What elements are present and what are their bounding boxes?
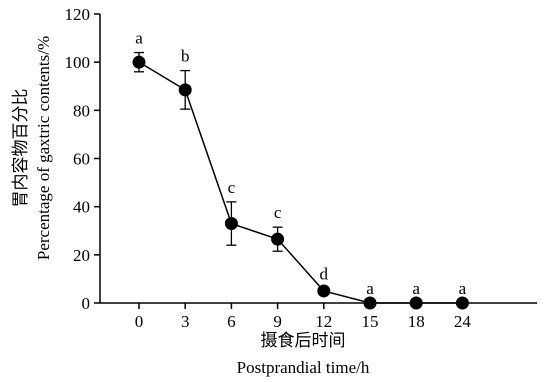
y-tick-label: 100 [65,53,91,72]
x-tick-label: 15 [362,312,379,331]
significance-label: a [135,29,143,48]
x-tick-label: 18 [408,312,425,331]
significance-labels: a b c c d a a a [135,29,466,298]
y-tick-label: 20 [73,246,90,265]
markers [132,55,469,310]
y-tick-label: 120 [65,5,91,24]
data-point [178,83,192,97]
x-tick-label: 6 [227,312,236,331]
x-axis-title: Postprandial time/h [237,358,370,377]
significance-label: a [366,279,374,298]
data-point [455,296,469,310]
y-tick-label: 60 [73,150,90,169]
significance-label: a [412,279,420,298]
error-bars [134,51,329,295]
data-point [409,296,423,310]
y-tick-label: 40 [73,198,90,217]
x-tick-label: 12 [315,312,332,331]
data-point [271,232,285,246]
data-point [363,296,377,310]
x-tick-label: 9 [273,312,282,331]
significance-label: c [228,178,236,197]
x-axis-title-chinese: 摄食后时间 [261,331,346,350]
significance-label: a [459,279,467,298]
series-line [138,61,463,304]
data-point [224,217,238,231]
data-point [317,284,331,298]
x-tick-label: 0 [135,312,144,331]
significance-label: d [320,265,329,284]
axes [99,14,537,304]
significance-label: c [274,203,282,222]
y-tick-label: 80 [73,101,90,120]
y-axis-title: Percentage of gaxtric contents/% [34,36,53,260]
x-tick-label: 24 [454,312,472,331]
y-tick-label: 0 [82,294,91,313]
x-tick-label: 3 [181,312,190,331]
data-point [132,55,146,69]
y-axis-title-chinese: 胃内容物百分比 [11,89,30,208]
significance-label: b [181,47,190,66]
y-ticks: 0 20 40 60 80 100 120 [65,5,100,313]
